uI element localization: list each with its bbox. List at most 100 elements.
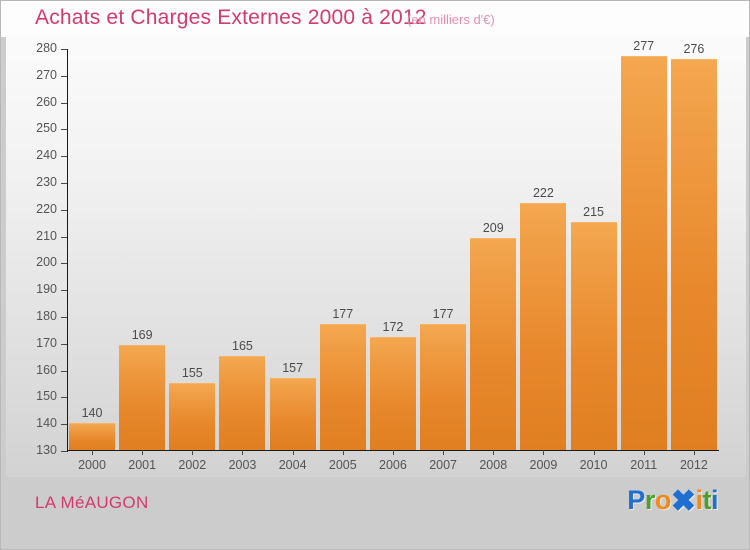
x-axis-labels: 2000 2001 2002 2003 2004 2005 2006 2007 2008 2009…: [67, 452, 719, 472]
logo-letter-t: t: [702, 485, 711, 515]
y-axis-tick-label: 180: [36, 309, 57, 323]
bar-value-label: 172: [382, 320, 404, 335]
y-axis-tick-label: 190: [36, 282, 57, 297]
y-axis-tick-label: 160: [36, 362, 57, 377]
bar-slot: 277: [619, 39, 669, 455]
bar-slot: 165: [217, 48, 267, 455]
y-axis-tick-label: 270: [36, 67, 57, 82]
bar-2006[interactable]: [369, 337, 416, 450]
logo-letter-i2: i: [710, 485, 719, 515]
bar-value-label: 177: [432, 307, 454, 322]
y-axis-tick-label: 210: [36, 228, 57, 243]
x-axis-tick: [593, 450, 595, 455]
y-axis-tick-label: 220: [36, 201, 57, 216]
y-axis-line: [67, 49, 68, 452]
y-axis-tick: 190: [36, 282, 67, 296]
entity-name: LA MéAUGON: [35, 493, 149, 512]
bar-slot: 215: [569, 48, 619, 455]
y-axis-tick-label: 260: [36, 94, 57, 109]
bar-2002[interactable]: [169, 383, 216, 450]
chart-footer: LA MéAUGON Pro✖iti: [1, 477, 749, 549]
y-axis-tick: 250: [36, 121, 67, 135]
bar-value-label: 140: [81, 406, 103, 421]
bar-2000[interactable]: [69, 423, 115, 450]
y-axis-tick: 160: [36, 363, 67, 377]
bar-2004[interactable]: [269, 377, 316, 450]
x-axis-tick: [142, 450, 144, 455]
y-axis-tick: 170: [36, 336, 67, 350]
bar-value-label: 209: [482, 221, 504, 236]
proxiti-logo[interactable]: Pro✖iti: [627, 485, 719, 518]
bar-2003[interactable]: [219, 356, 266, 450]
x-axis-label-2008: 2008: [479, 458, 508, 472]
y-axis-tick-label: 130: [36, 443, 57, 457]
x-axis-label-2002: 2002: [178, 458, 207, 472]
logo-letter-r: r: [644, 485, 656, 515]
y-axis-tick-label: 140: [36, 416, 57, 431]
bar-2008[interactable]: [470, 238, 517, 450]
page-subtitle: (en milliers d'€): [407, 12, 495, 27]
x-axis-tick: [92, 450, 93, 455]
bar-series: 140 169 155 165 157 177 172 177 209 222 215 277 276: [67, 39, 719, 455]
y-axis-tick-label: 280: [36, 41, 57, 55]
x-axis-tick: [392, 450, 394, 455]
x-axis-tick: [493, 450, 495, 455]
y-axis-tick-label: 250: [36, 121, 57, 136]
bar-value-label: 276: [683, 41, 705, 56]
y-axis-tick: 150: [36, 389, 67, 403]
bar-value-label: 157: [282, 360, 304, 375]
logo-letter-x: ✖: [670, 485, 696, 518]
bar-2010[interactable]: [570, 222, 617, 450]
x-axis-label-2000: 2000: [78, 458, 106, 472]
bar-2007[interactable]: [420, 324, 467, 450]
y-axis-tick: 180: [36, 309, 67, 323]
bar-slot: 276: [669, 42, 719, 455]
bar-slot: 177: [418, 48, 468, 455]
y-axis-tick: 140: [36, 416, 67, 430]
y-axis-tick: 280: [36, 41, 67, 55]
bar-2005[interactable]: [319, 324, 366, 450]
x-axis-label-2009: 2009: [529, 458, 558, 472]
bar-2001[interactable]: [119, 345, 166, 450]
plot-area: 280 270 260 250 240 230 220 210 200 190 180 170 160 1…: [36, 39, 719, 472]
x-axis-tick: [443, 450, 445, 455]
y-axis-tick: 260: [36, 95, 67, 109]
logo-letter-i1: i: [695, 485, 703, 515]
x-axis-label-2011: 2011: [630, 458, 658, 472]
x-axis-label-2010: 2010: [579, 458, 608, 472]
bar-2012[interactable]: [670, 58, 717, 450]
logo-letter-o: o: [654, 485, 672, 515]
y-axis-tick: 210: [36, 229, 67, 243]
bar-slot: 172: [368, 48, 418, 455]
y-axis-tick-label: 200: [36, 255, 57, 270]
x-axis-label-2001: 2001: [128, 458, 157, 472]
page-title: Achats et Charges Externes 2000 à 2012: [35, 6, 427, 29]
bar-value-label: 215: [583, 205, 604, 220]
bar-slot: 177: [318, 48, 368, 455]
x-axis-tick: [292, 450, 294, 455]
x-axis-label-2005: 2005: [328, 458, 357, 472]
bar-value-label: 222: [532, 186, 554, 201]
bar-slot: 209: [468, 48, 518, 455]
y-axis-tick-label: 240: [36, 148, 57, 163]
y-axis-tick: 130: [36, 443, 67, 457]
bar-slot: 140: [67, 48, 117, 455]
bar-slot: 155: [167, 48, 217, 455]
x-axis-label-2007: 2007: [429, 458, 457, 472]
x-axis-label-2006: 2006: [379, 458, 407, 472]
y-axis-tick-label: 230: [36, 175, 57, 189]
x-axis-tick: [693, 450, 695, 455]
bar-slot: 169: [117, 48, 167, 455]
bar-2011[interactable]: [620, 56, 667, 450]
x-axis-tick: [242, 450, 244, 455]
x-axis-label-2012: 2012: [679, 458, 708, 472]
bar-2009[interactable]: [520, 203, 567, 450]
bar-value-label: 169: [131, 328, 153, 343]
x-axis-tick: [543, 450, 545, 455]
y-axis-tick-label: 150: [36, 389, 57, 404]
chart-area: 280 270 260 250 240 230 220 210 200 190 180 170 160 1…: [6, 37, 746, 477]
y-axis-tick-label: 170: [36, 335, 57, 350]
logo-letter-p: P: [627, 485, 645, 515]
y-axis-tick: 220: [36, 202, 67, 216]
